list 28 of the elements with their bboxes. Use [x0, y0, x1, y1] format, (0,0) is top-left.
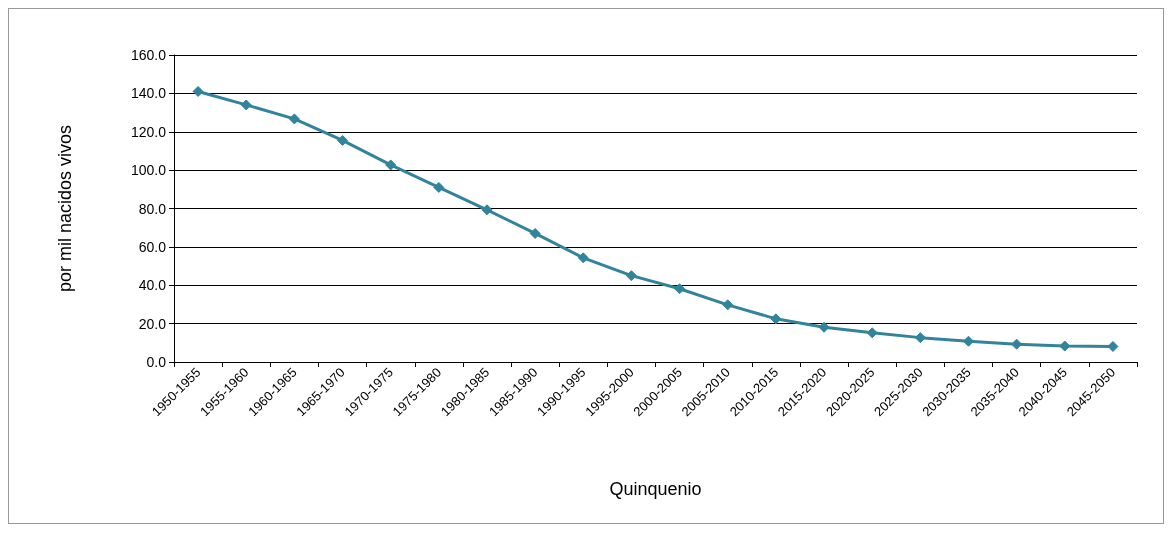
- point: [1107, 340, 1119, 352]
- y-axis-title: por mil nacidos vivos: [55, 124, 75, 293]
- y-tick-label: 120.0: [130, 123, 167, 140]
- point: [674, 283, 686, 295]
- point: [240, 99, 252, 111]
- y-tick-label: 20.0: [138, 315, 167, 332]
- point: [337, 134, 349, 146]
- y-tick-label: 80.0: [138, 200, 167, 217]
- y-tick-label: 60.0: [138, 238, 167, 255]
- y-tick-label: 0.0: [146, 354, 167, 370]
- y-tick-label: 140.0: [130, 85, 167, 102]
- point: [722, 299, 734, 311]
- x-axis-title: Quinquenio: [609, 479, 702, 499]
- point: [529, 227, 541, 239]
- y-tick-label: 100.0: [130, 162, 167, 179]
- y-tick-label: 160.0: [130, 47, 167, 63]
- point: [481, 204, 493, 216]
- point: [577, 252, 589, 264]
- point: [625, 270, 637, 282]
- point: [288, 113, 300, 125]
- point: [385, 159, 397, 171]
- point: [192, 85, 204, 97]
- y-tick-label: 40.0: [138, 277, 167, 294]
- point: [818, 321, 830, 333]
- point: [433, 181, 445, 193]
- point: [866, 327, 878, 339]
- point: [914, 332, 926, 344]
- point: [770, 313, 782, 325]
